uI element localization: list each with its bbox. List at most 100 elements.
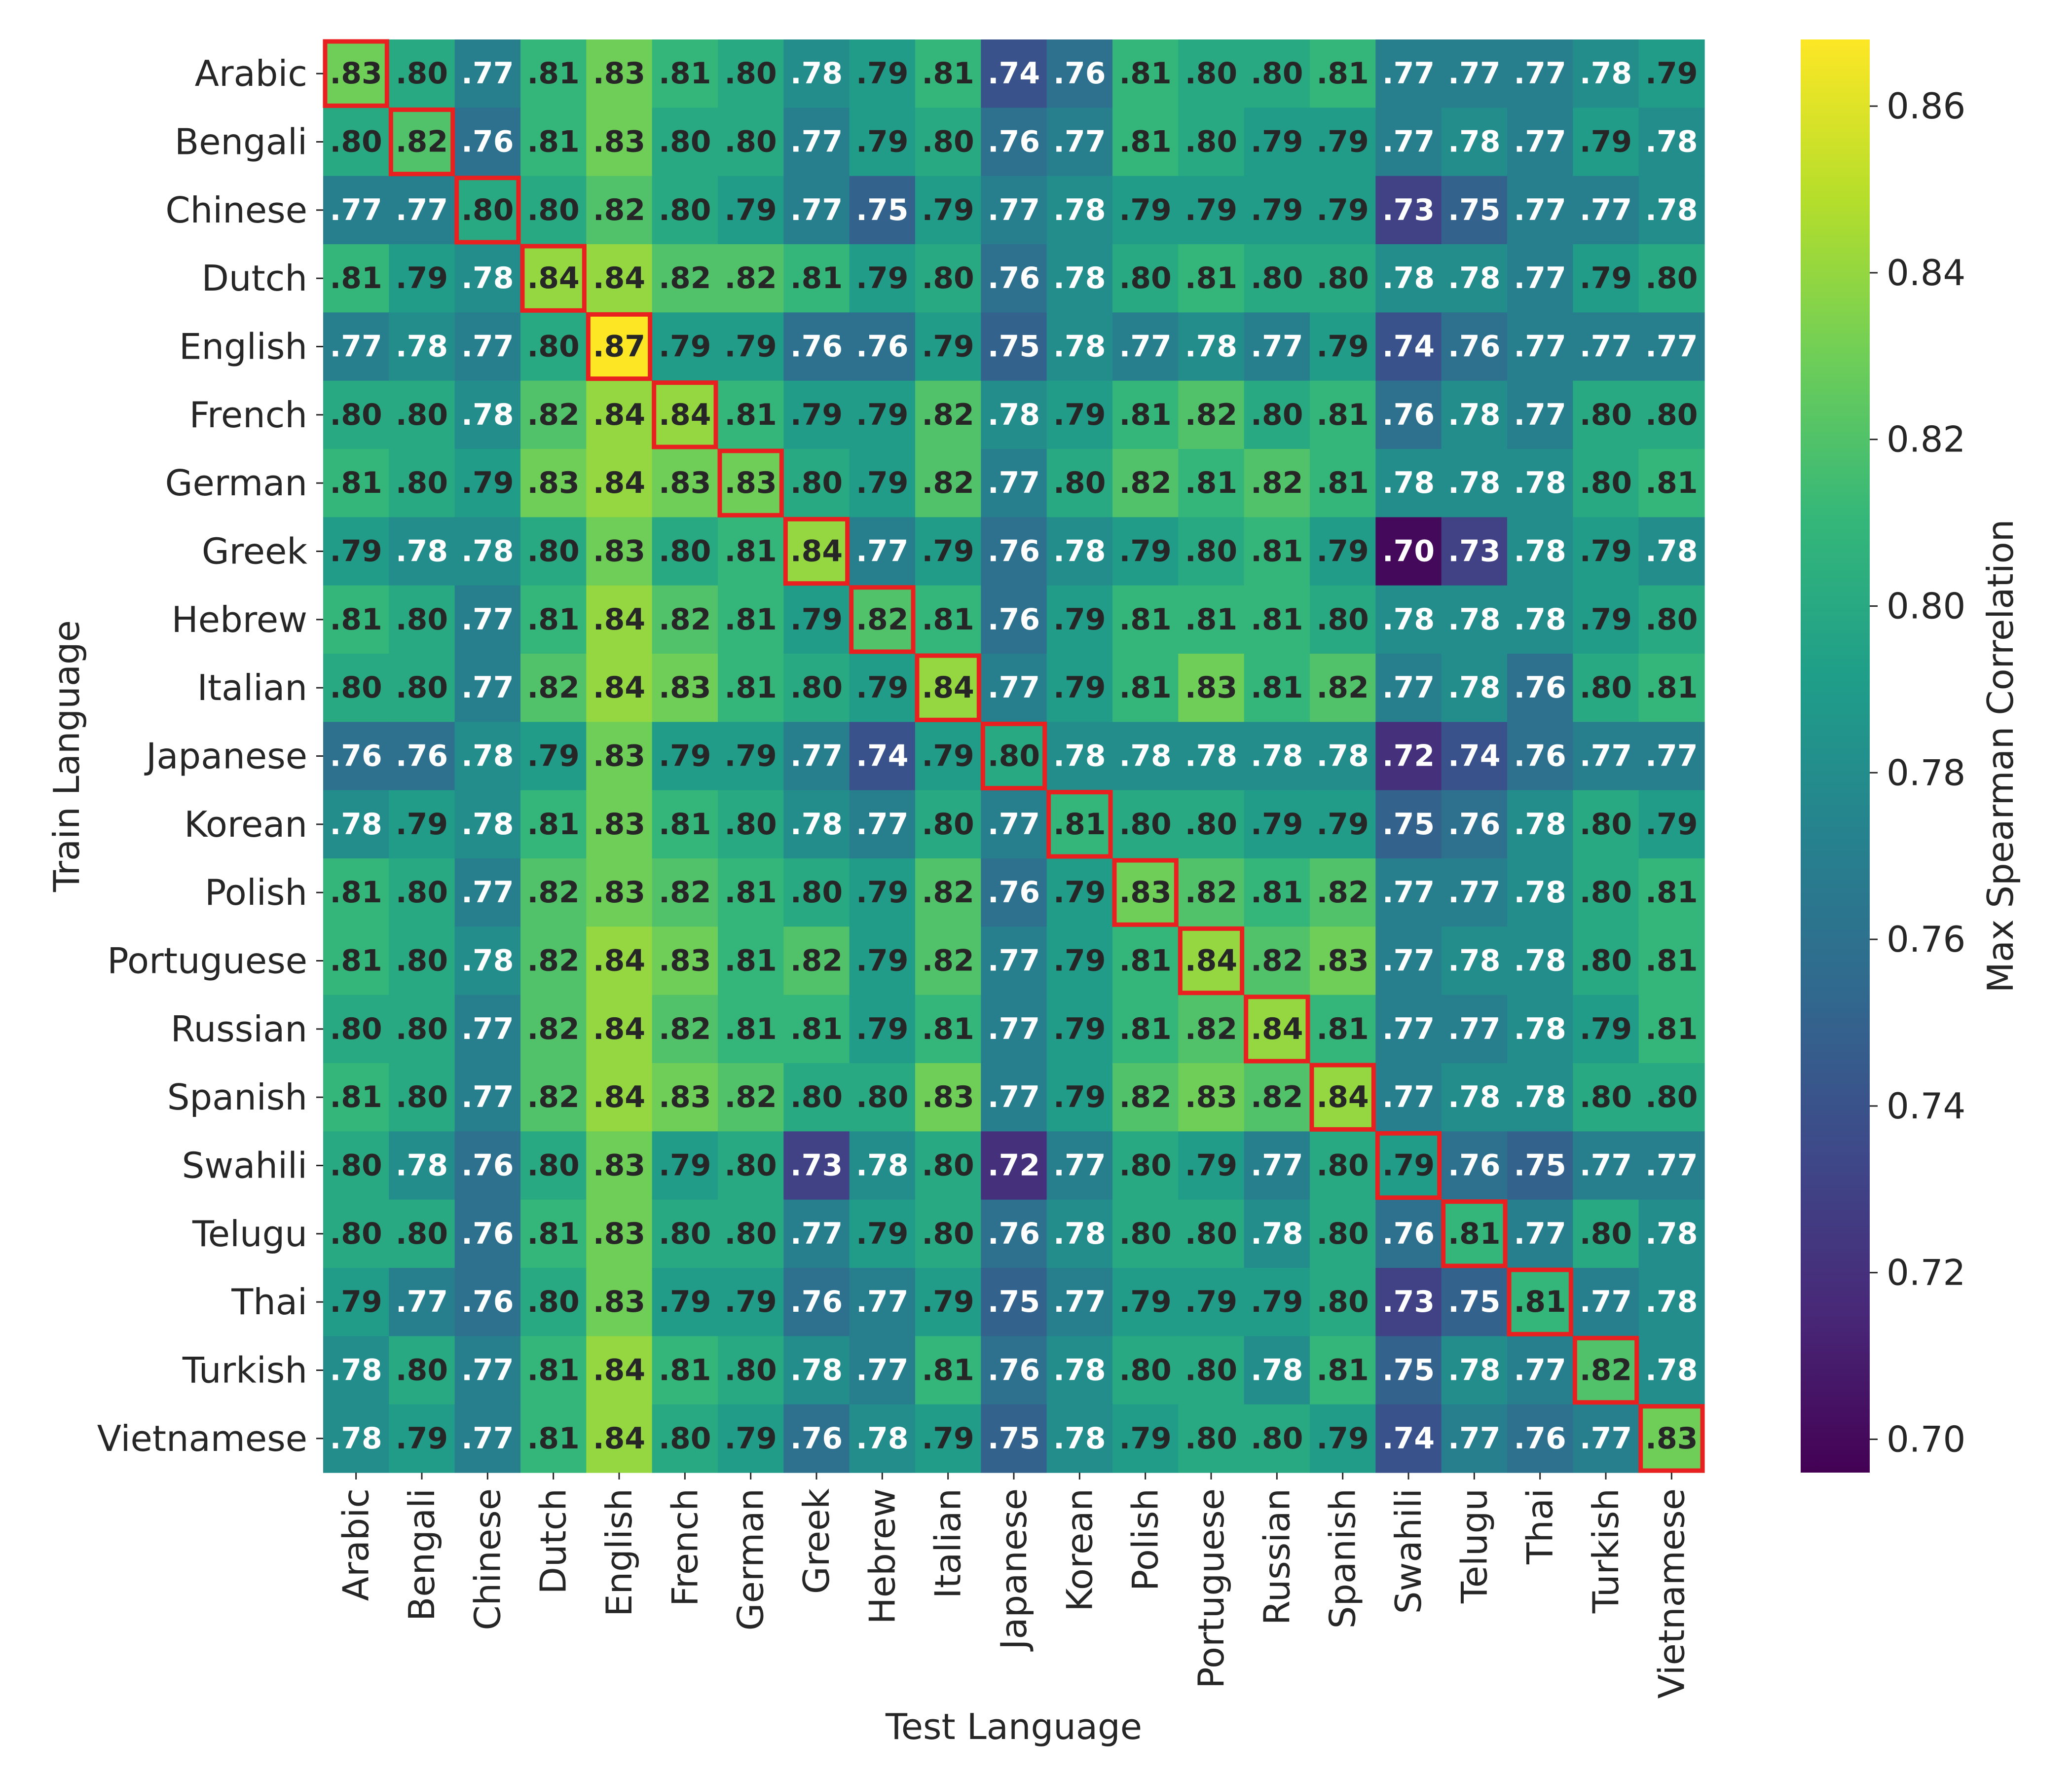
heatmap-cells: [323, 39, 1705, 1473]
cell-value-label: .79: [659, 739, 711, 774]
heatmap-cell: [1638, 1336, 1705, 1405]
cell-value-label: .79: [1053, 1080, 1106, 1114]
cell-value-label: .83: [1185, 1080, 1237, 1114]
cell-value-label: .81: [725, 670, 777, 705]
cell-value-label: .81: [1645, 670, 1698, 705]
cell-value-label: .81: [1251, 534, 1303, 569]
heatmap-cell: [1244, 176, 1310, 245]
cell-value-label: .83: [593, 1148, 645, 1183]
heatmap-cell: [1178, 176, 1245, 245]
cell-value-label: .80: [330, 1012, 382, 1046]
heatmap-cell: [718, 176, 784, 245]
heatmap-cell: [323, 176, 389, 245]
heatmap-cell: [1375, 1199, 1442, 1268]
cell-value-label: .79: [1185, 1148, 1237, 1183]
cell-value-label: .83: [593, 534, 645, 569]
heatmap-cell: [981, 176, 1047, 245]
colorbar-tick-label: 0.84: [1887, 252, 1965, 294]
colorbar-ticks: 0.70 0.72 0.74 0.76 0.78 0.80 0.82 0.84 0.86: [1870, 85, 1965, 1460]
cell-value-label: .80: [1251, 261, 1303, 296]
cell-value-label: .79: [856, 466, 908, 500]
cell-value-label: .79: [725, 1421, 777, 1456]
heatmap-cell: [520, 1268, 587, 1336]
heatmap-cell-labels: .83 .80 .77 .81 .83 .81 .80 .78 .79 .81 .74 .76 .81.…: [330, 56, 1698, 1456]
cell-value-label: .76: [988, 1353, 1040, 1388]
cell-value-label: .79: [659, 330, 711, 364]
cell-value-label: .77: [988, 1012, 1040, 1046]
cell-value-label: .80: [527, 193, 580, 227]
cell-value-label: .79: [1251, 807, 1303, 842]
cell-value-label: .82: [856, 602, 908, 637]
cell-value-label: .79: [1119, 1421, 1172, 1456]
cell-value-label: .80: [1185, 1421, 1237, 1456]
heatmap-cell: [1244, 790, 1310, 859]
cell-value-label: .78: [1514, 466, 1566, 500]
cell-value-label: .81: [725, 1012, 777, 1046]
heatmap-cell: [454, 585, 521, 654]
cell-value-label: .73: [1382, 193, 1435, 227]
cell-value-label: .70: [1382, 534, 1435, 569]
heatmap-cell: [1507, 244, 1573, 313]
cell-value-label: .80: [1119, 1353, 1172, 1388]
cell-value-label: .83: [725, 466, 777, 500]
cell-value-label: .80: [988, 739, 1040, 774]
heatmap-cell: [586, 108, 653, 177]
cell-value-label: .80: [527, 330, 580, 364]
heatmap-cell: [389, 244, 455, 313]
diagonal-highlight-box: [388, 107, 455, 177]
cell-value-label: .76: [461, 1217, 514, 1251]
heatmap-cell: [454, 1404, 521, 1473]
heatmap-cell: [1375, 176, 1442, 245]
heatmap-cell: [1507, 108, 1573, 177]
x-tick-label: Telugu: [1453, 1488, 1495, 1604]
heatmap-cell: [783, 176, 850, 245]
cell-value-label: .80: [922, 1148, 974, 1183]
heatmap-cell: [1573, 654, 1639, 722]
cell-value-label: .80: [659, 1217, 711, 1251]
diagonal-highlight-box: [1638, 1404, 1705, 1473]
cell-value-label: .77: [856, 807, 908, 842]
cell-value-label: .79: [856, 125, 908, 159]
x-tick-label: Portuguese: [1190, 1488, 1232, 1689]
heatmap-cell: [520, 1063, 587, 1132]
cell-value-label: .74: [856, 739, 908, 774]
cell-value-label: .80: [1317, 261, 1369, 296]
heatmap-cell: [1310, 858, 1376, 927]
cell-value-label: .79: [1053, 875, 1106, 910]
x-tick-label: German: [730, 1488, 772, 1630]
heatmap-cell: [783, 1063, 850, 1132]
heatmap-cell: [783, 517, 850, 586]
heatmap-cell: [454, 722, 521, 791]
cell-value-label: .81: [1448, 1217, 1500, 1251]
heatmap-cell: [323, 926, 389, 996]
heatmap-cell: [652, 517, 718, 586]
cell-value-label: .83: [330, 56, 382, 91]
heatmap-cell: [1178, 449, 1245, 518]
cell-value-label: .79: [1580, 261, 1632, 296]
heatmap-cell: [1441, 654, 1508, 722]
cell-value-label: .74: [1382, 330, 1435, 364]
heatmap-cell: [323, 1063, 389, 1132]
cell-value-label: .80: [922, 1217, 974, 1251]
cell-value-label: .79: [725, 739, 777, 774]
heatmap-cell: [718, 790, 784, 859]
heatmap-cell: [323, 244, 389, 313]
heatmap-cell: [389, 995, 455, 1064]
heatmap-cell: [1112, 312, 1179, 381]
heatmap-cell: [1244, 858, 1310, 927]
cell-value-label: .77: [1448, 56, 1500, 91]
x-tick-label: English: [598, 1488, 640, 1617]
heatmap-cell: [1573, 449, 1639, 518]
heatmap-cell: [1638, 1131, 1705, 1200]
cell-value-label: .82: [1251, 1080, 1303, 1114]
cell-value-label: .77: [1514, 261, 1566, 296]
cell-value-label: .80: [922, 807, 974, 842]
cell-value-label: .81: [330, 1080, 382, 1114]
cell-value-label: .80: [1185, 125, 1237, 159]
heatmap-cell: [652, 380, 718, 449]
heatmap-cell: [1441, 1336, 1508, 1405]
heatmap-cell: [849, 517, 916, 586]
y-tick-label: Russian: [171, 1008, 307, 1050]
heatmap-cell: [1310, 995, 1376, 1064]
cell-value-label: .77: [1382, 1012, 1435, 1046]
